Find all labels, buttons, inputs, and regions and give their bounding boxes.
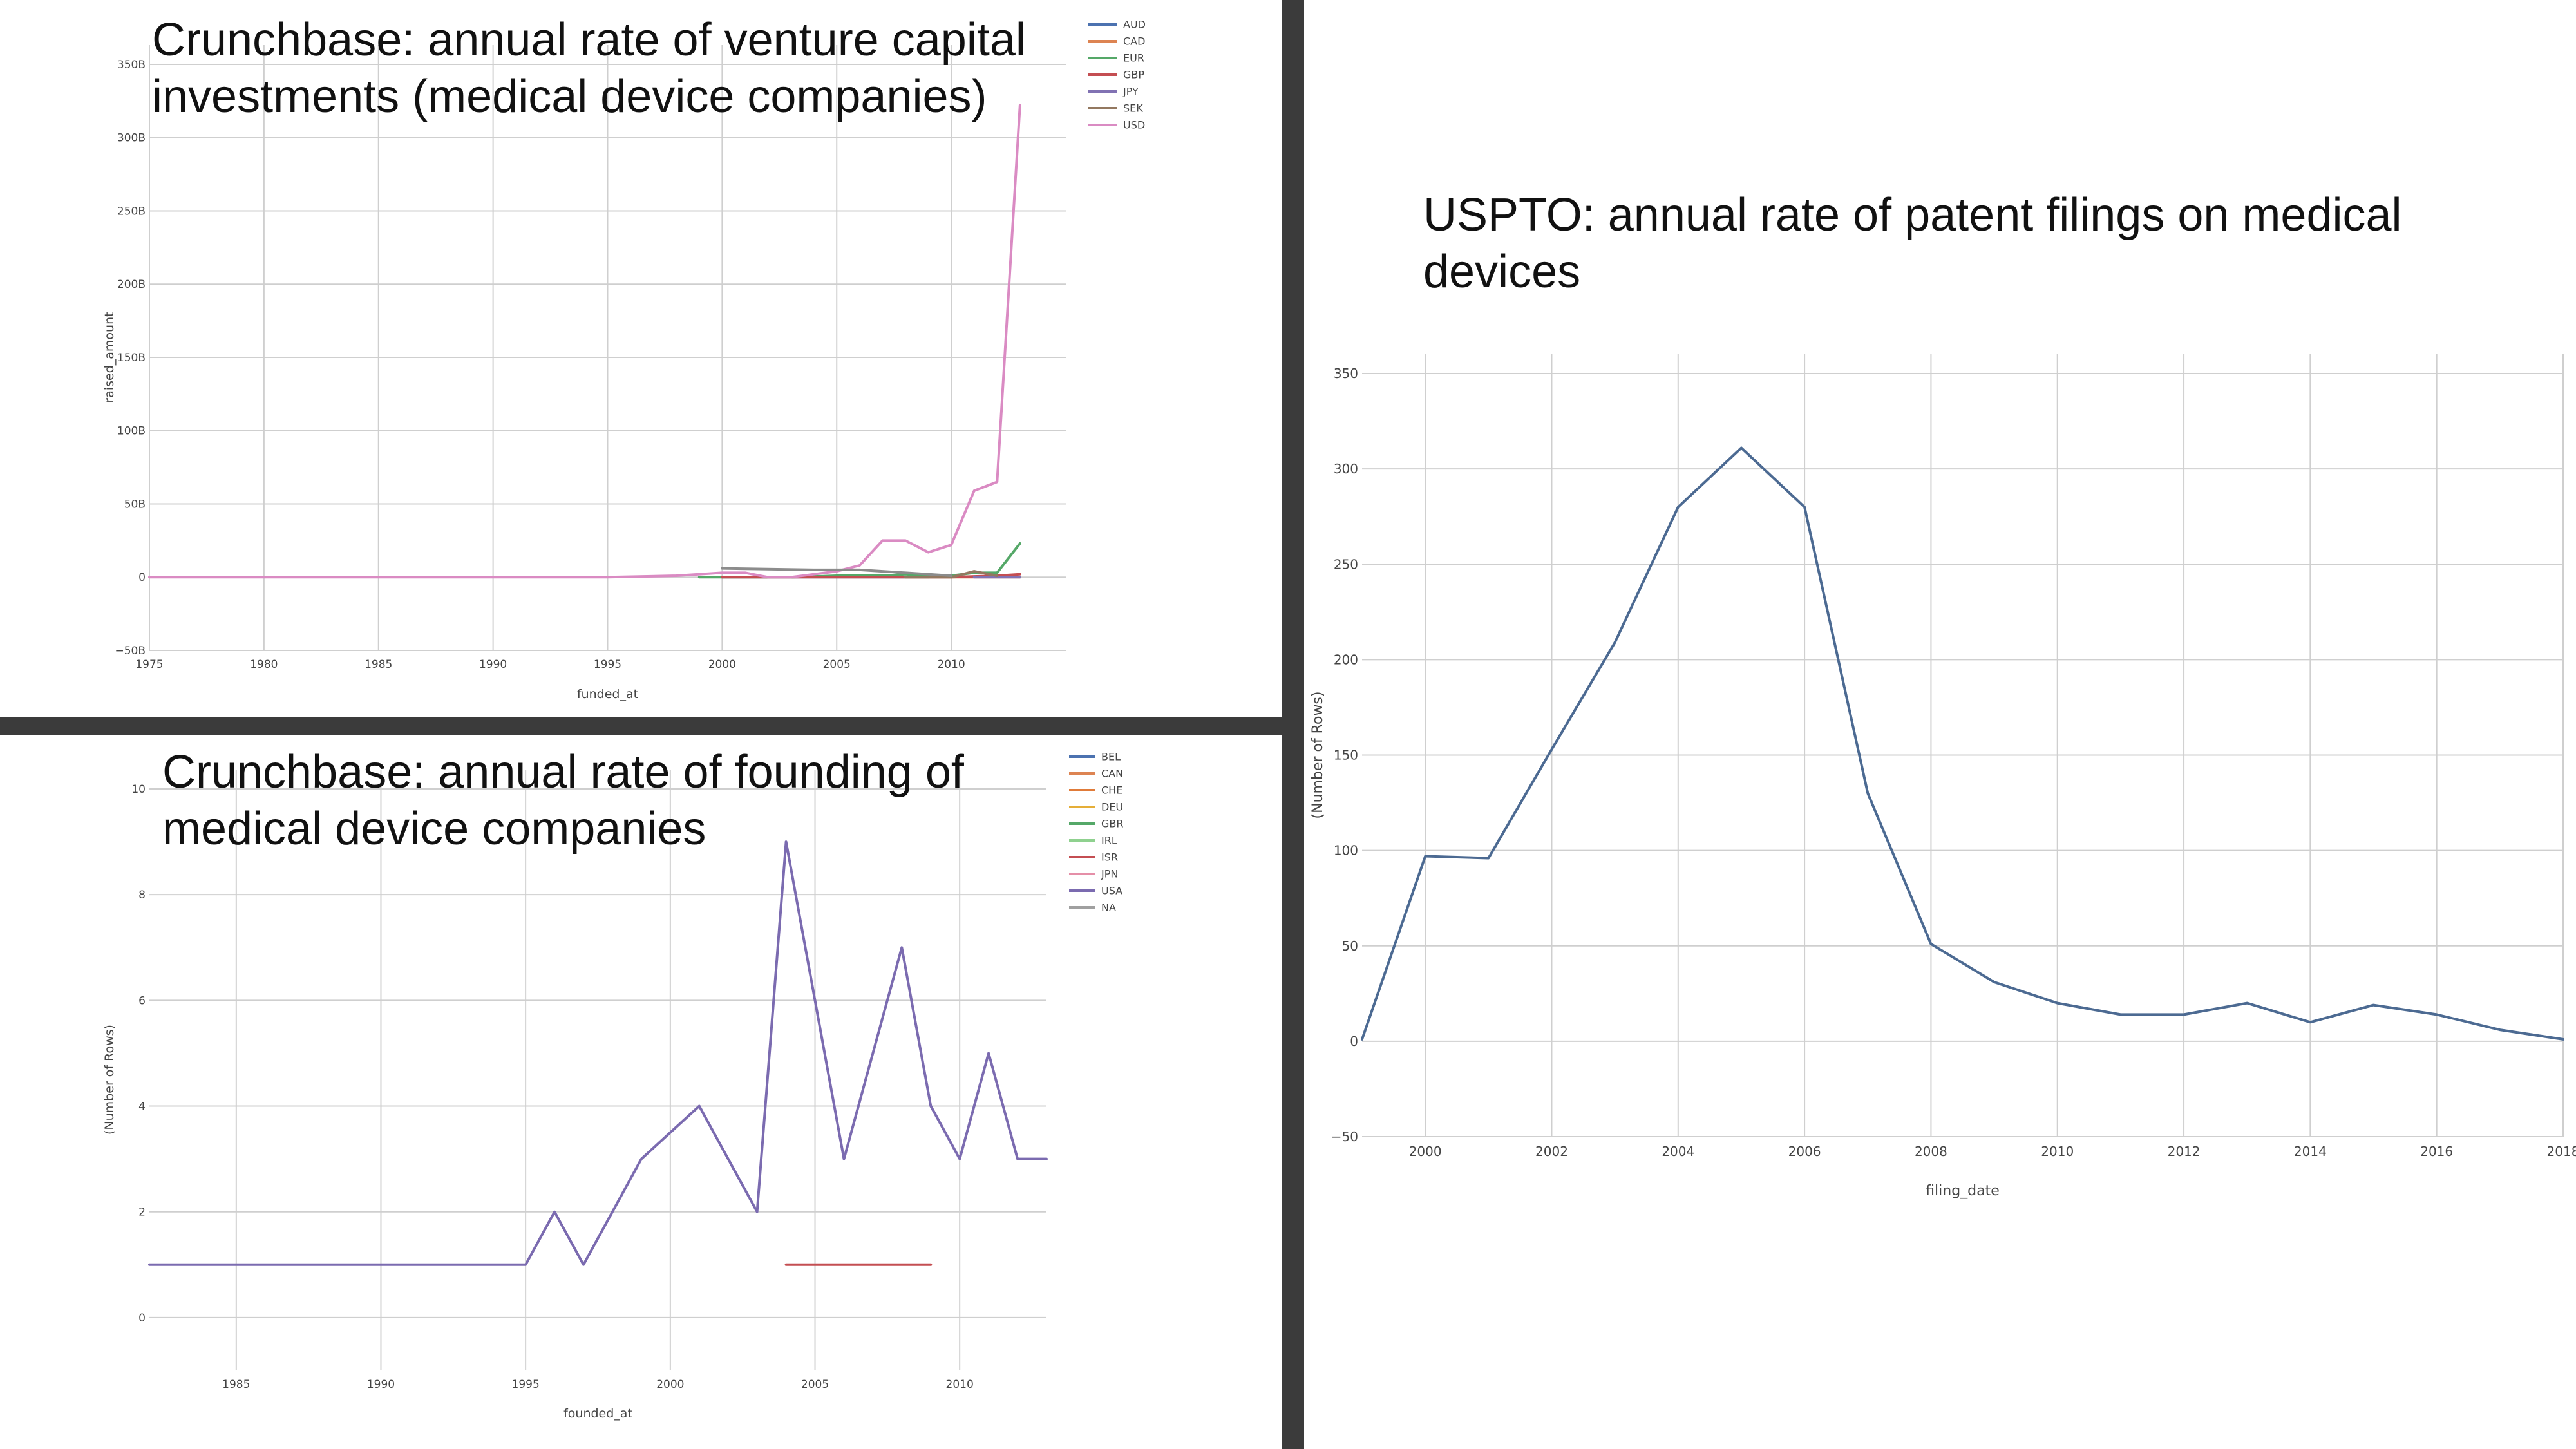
vc-y-tick-label: 250B xyxy=(117,205,146,218)
founding-x-tick-label: 1995 xyxy=(512,1378,540,1391)
vc-x-tick-label: 2010 xyxy=(937,658,965,671)
uspto-y-tick-label: 100 xyxy=(1334,843,1358,858)
vc-y-tick-label: 150B xyxy=(117,352,146,365)
uspto-x-tick-label: 2014 xyxy=(2294,1144,2327,1159)
founding-panel: Crunchbase: annual rate of founding of m… xyxy=(0,735,1282,1449)
vc-legend-label: AUD xyxy=(1123,19,1146,31)
vc-y-tick-label: 300B xyxy=(117,132,146,145)
founding-series-group xyxy=(148,840,1048,1266)
uspto-x-axis-label: filing_date xyxy=(1926,1183,2000,1199)
uspto-panel: USPTO: annual rate of patent filings on … xyxy=(1304,0,2576,1449)
vc-legend-label: SEK xyxy=(1123,102,1143,115)
vc-legend: AUD CAD EUR GBP JPY SEK USD xyxy=(1088,19,1146,131)
uspto-y-tick-label: 250 xyxy=(1334,556,1358,572)
founding-legend-label: IRL xyxy=(1101,835,1117,847)
uspto-chart: 2000 2002 2004 2006 2008 2010 2012 2014 2016 2018… xyxy=(1310,354,2576,1199)
vc-legend-label: EUR xyxy=(1123,52,1144,64)
founding-x-tick-label: 2010 xyxy=(946,1378,974,1391)
vc-y-tick-label: 350B xyxy=(117,59,146,71)
vc-legend-label: CAD xyxy=(1123,35,1145,48)
founding-series-line-usa xyxy=(148,840,1048,1266)
vc-series-group xyxy=(148,104,1021,579)
founding-x-tick-label: 1985 xyxy=(222,1378,250,1391)
vc-series-line-unnamed-7 xyxy=(721,567,953,577)
founding-y-tick-label: 4 xyxy=(138,1100,146,1113)
vc-x-tick-label: 1980 xyxy=(250,658,278,671)
founding-y-axis-label: (Number of Rows) xyxy=(102,1025,117,1135)
uspto-y-tick-label: −50 xyxy=(1331,1129,1358,1144)
uspto-x-tick-label: 2008 xyxy=(1915,1144,1947,1159)
founding-y-tick-label: 8 xyxy=(138,889,146,902)
vc-series-line-sek xyxy=(904,570,999,579)
vc-y-tick-label: 200B xyxy=(117,278,146,291)
vc-legend-label: USD xyxy=(1123,119,1145,131)
founding-legend-label: BEL xyxy=(1101,751,1121,763)
vc-x-tick-label: 2000 xyxy=(708,658,736,671)
vc-x-tick-label: 1975 xyxy=(135,658,163,671)
uspto-x-tick-label: 2010 xyxy=(2041,1144,2074,1159)
uspto-y-tick-label: 200 xyxy=(1334,652,1358,667)
vc-legend-label: JPY xyxy=(1122,86,1139,98)
uspto-y-tick-label: 50 xyxy=(1342,938,1358,954)
founding-y-tick-label: 2 xyxy=(138,1206,146,1219)
founding-legend-label: JPN xyxy=(1101,868,1118,880)
founding-legend-label: CHE xyxy=(1101,784,1122,797)
vc-chart-title: Crunchbase: annual rate of venture capit… xyxy=(152,14,1026,122)
uspto-y-tick-label: 300 xyxy=(1334,461,1358,477)
vc-x-axis-label: funded_at xyxy=(577,687,638,701)
founding-y-tick-label: 10 xyxy=(131,783,146,796)
founding-x-tick-label: 1990 xyxy=(367,1378,395,1391)
vc-panel: Crunchbase: annual rate of venture capit… xyxy=(0,0,1282,717)
founding-y-tick-label: 6 xyxy=(138,994,146,1007)
uspto-x-tick-label: 2000 xyxy=(1409,1144,1442,1159)
founding-legend-label: CAN xyxy=(1101,768,1123,780)
founding-legend-label: GBR xyxy=(1101,818,1124,830)
vc-legend-label: GBP xyxy=(1123,69,1144,81)
vertical-divider xyxy=(1282,0,1304,1449)
vc-y-tick-label: 0 xyxy=(138,571,146,584)
founding-legend: BEL CAN CHE DEU GBR IRL ISR JPN USA NA xyxy=(1069,751,1124,914)
vc-y-tick-label: 100B xyxy=(117,425,146,438)
uspto-y-tick-label: 0 xyxy=(1350,1034,1358,1049)
uspto-y-tick-label: 150 xyxy=(1334,748,1358,763)
vc-y-axis-label: raised_amount xyxy=(102,312,117,402)
founding-x-tick-label: 2000 xyxy=(656,1378,684,1391)
vc-series-line-usd xyxy=(148,104,1021,579)
founding-chart-title: Crunchbase: annual rate of founding of m… xyxy=(162,746,964,855)
vc-chart: 1975 1980 1985 1990 1995 2000 2005 2010 −50B 0 50B… xyxy=(102,19,1146,701)
uspto-x-tick-label: 2002 xyxy=(1535,1144,1568,1159)
uspto-y-axis-label: (Number of Rows) xyxy=(1310,692,1326,819)
founding-grid xyxy=(149,770,1046,1370)
uspto-series-line-unnamed-0 xyxy=(1361,446,2564,1041)
founding-y-tick-label: 0 xyxy=(138,1312,146,1325)
uspto-y-tick-label: 350 xyxy=(1334,366,1358,381)
founding-x-tick-label: 2005 xyxy=(801,1378,829,1391)
founding-legend-label: DEU xyxy=(1101,801,1123,813)
uspto-grid xyxy=(1362,354,2564,1137)
uspto-chart-title: USPTO: annual rate of patent filings on … xyxy=(1423,189,2402,298)
founding-chart: 1985 1990 1995 2000 2005 2010 0 2 4 6 8 10 founded_a… xyxy=(102,751,1124,1421)
uspto-x-tick-label: 2006 xyxy=(1788,1144,1821,1159)
uspto-x-tick-label: 2012 xyxy=(2168,1144,2201,1159)
uspto-x-tick-label: 2004 xyxy=(1662,1144,1694,1159)
uspto-x-tick-label: 2016 xyxy=(2420,1144,2453,1159)
vc-y-tick-label: −50B xyxy=(115,645,146,658)
founding-x-axis-label: founded_at xyxy=(564,1406,632,1421)
vc-y-tick-label: 50B xyxy=(124,498,146,511)
vc-grid xyxy=(149,45,1066,651)
vc-x-tick-label: 2005 xyxy=(823,658,851,671)
vc-x-tick-label: 1985 xyxy=(365,658,392,671)
uspto-x-tick-label: 2018 xyxy=(2547,1144,2576,1159)
founding-legend-label: USA xyxy=(1101,885,1122,897)
uspto-series-group xyxy=(1361,446,2564,1041)
vc-x-tick-label: 1990 xyxy=(479,658,507,671)
horizontal-divider xyxy=(0,717,1282,735)
vc-x-tick-label: 1995 xyxy=(594,658,621,671)
founding-legend-label: ISR xyxy=(1101,851,1118,864)
founding-legend-label: NA xyxy=(1101,902,1116,914)
